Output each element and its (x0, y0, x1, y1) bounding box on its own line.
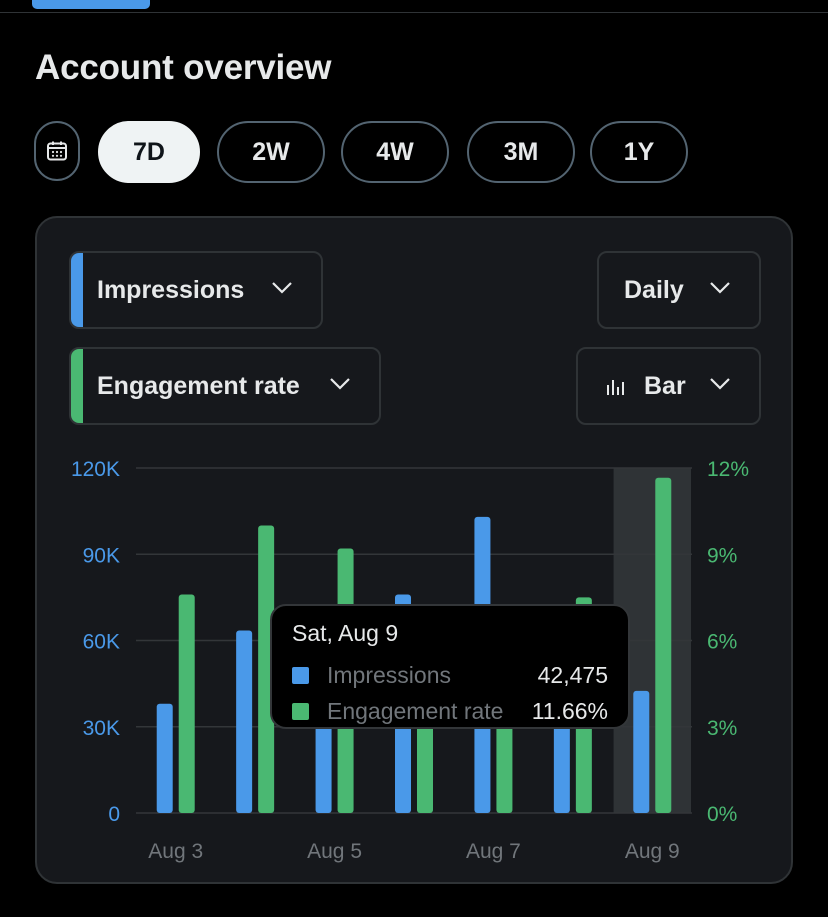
tooltip-name-impressions: Impressions (327, 661, 451, 688)
y-left-tick-label: 90K (83, 544, 120, 567)
secondary-metric-dropdown[interactable]: Engagement rate (69, 347, 381, 425)
tooltip-value-impressions: 42,475 (537, 661, 608, 688)
impressions-bar (236, 630, 253, 813)
chevron-down-icon (710, 282, 730, 294)
x-tick-label: Aug 3 (148, 840, 203, 863)
tooltip-title: Sat, Aug 9 (292, 620, 399, 646)
x-tick-label: Aug 9 (625, 840, 680, 863)
tab-indicator (32, 0, 150, 9)
engagement-bar (258, 525, 275, 813)
page-title: Account overview (35, 48, 332, 87)
primary-metric-label: Impressions (97, 275, 245, 304)
tooltip-value-engagement: 11.66% (531, 697, 608, 724)
chevron-down-icon (272, 282, 292, 294)
y-left-tick-label: 0 (108, 803, 120, 826)
impressions-bar (156, 703, 173, 813)
chart-type-label: Bar (644, 371, 686, 400)
top-divider (0, 12, 828, 13)
range-3m-button[interactable]: 3M (467, 121, 575, 183)
tooltip-row-impressions: Impressions 42,475 (292, 657, 608, 693)
secondary-metric-accent (71, 349, 83, 423)
x-tick-label: Aug 7 (466, 840, 521, 863)
impressions-bar (633, 690, 650, 813)
range-2w-button[interactable]: 2W (217, 121, 325, 183)
secondary-metric-label: Engagement rate (97, 371, 300, 400)
calendar-icon (47, 141, 67, 161)
primary-metric-accent (71, 253, 83, 327)
tooltip-swatch-engagement (292, 702, 309, 720)
range-4w-button[interactable]: 4W (341, 121, 449, 183)
y-left-tick-label: 120K (71, 458, 120, 481)
chart-tooltip: Sat, Aug 9 Impressions 42,475 Engagement… (270, 604, 630, 729)
tooltip-swatch-impressions (292, 666, 309, 684)
chevron-down-icon (330, 378, 350, 390)
y-right-tick-label: 6% (707, 631, 737, 654)
interval-label: Daily (624, 275, 684, 304)
x-tick-label: Aug 5 (307, 840, 362, 863)
y-left-tick-label: 30K (83, 717, 120, 740)
tooltip-name-engagement: Engagement rate (327, 697, 504, 724)
tooltip-row-engagement: Engagement rate 11.66% (292, 693, 608, 729)
y-right-tick-label: 12% (707, 458, 749, 481)
engagement-bar (655, 477, 672, 813)
y-right-tick-label: 3% (707, 717, 737, 740)
calendar-button[interactable] (34, 121, 80, 181)
y-right-tick-label: 9% (707, 544, 737, 567)
interval-dropdown[interactable]: Daily (597, 251, 761, 329)
chevron-down-icon (710, 378, 730, 390)
bar-chart-icon (607, 380, 624, 395)
engagement-bar (178, 594, 195, 813)
range-1y-button[interactable]: 1Y (590, 121, 688, 183)
y-left-tick-label: 60K (83, 631, 120, 654)
primary-metric-dropdown[interactable]: Impressions (69, 251, 323, 329)
range-7d-button[interactable]: 7D (98, 121, 200, 183)
chart-type-dropdown[interactable]: Bar (576, 347, 761, 425)
y-right-tick-label: 0% (707, 803, 737, 826)
